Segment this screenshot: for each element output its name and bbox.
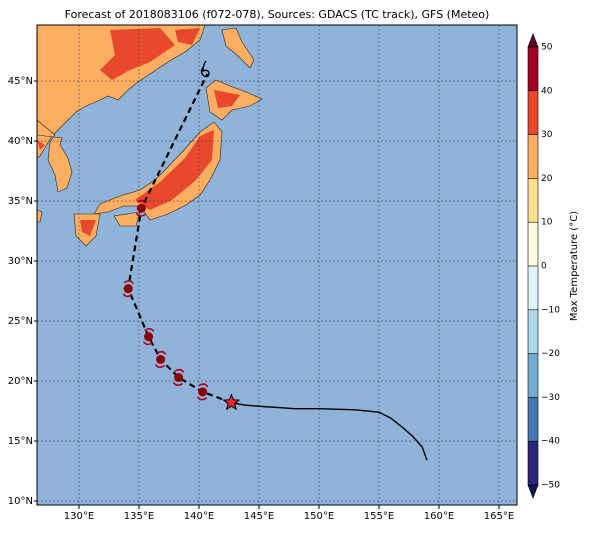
colorbar-tick-label: 30 — [541, 130, 553, 140]
y-tick-label: 40°N — [8, 136, 33, 147]
colorbar-tick-label: 20 — [541, 174, 553, 184]
colorbar-band — [528, 353, 538, 398]
y-tick-label: 20°N — [8, 376, 33, 387]
colorbar-tick-label: −10 — [541, 305, 560, 315]
colorbar-tick-label: 40 — [541, 86, 553, 96]
colorbar-tick-label: 10 — [541, 218, 553, 228]
x-tick-label: 150°E — [304, 511, 334, 522]
storm-core — [198, 387, 208, 397]
colorbar-tick-label: −30 — [541, 393, 560, 403]
colorbar-tick-label: −20 — [541, 349, 560, 359]
storm-marker — [135, 199, 148, 217]
colorbar-extend — [527, 33, 539, 48]
y-tick-label: 30°N — [8, 256, 33, 267]
colorbar-band — [528, 397, 538, 442]
chart-title: Forecast of 2018083106 (f072-078), Sourc… — [65, 8, 490, 21]
storm-core — [144, 332, 154, 342]
colorbar-label: Max Temperature (°C) — [569, 211, 580, 321]
colorbar-band — [528, 222, 538, 266]
storm-symbol — [200, 60, 210, 78]
storm-arms — [154, 350, 167, 368]
colorbar-band — [528, 134, 538, 179]
y-tick-label: 15°N — [8, 436, 33, 447]
storm-core — [156, 354, 166, 364]
storm-core — [174, 372, 184, 382]
storm-marker — [122, 280, 134, 298]
storm-arms — [172, 368, 185, 386]
storm-arms — [135, 199, 148, 217]
colorbar-band — [528, 309, 538, 354]
x-tick-label: 130°E — [64, 511, 94, 522]
storm-marker — [196, 383, 209, 401]
colorbar-band — [528, 90, 538, 135]
storm-arms — [142, 328, 155, 346]
track-forecast — [127, 73, 232, 404]
y-tick-label: 45°N — [8, 76, 33, 87]
colorbar-extend — [527, 484, 539, 499]
colorbar-band — [528, 441, 538, 485]
x-tick-label: 155°E — [364, 511, 394, 522]
colorbar-band — [528, 47, 538, 91]
ocean — [37, 25, 517, 505]
track-observed — [231, 401, 428, 461]
colorbar-tick-label: 50 — [541, 43, 553, 53]
plot-frame — [36, 24, 518, 506]
x-tick-label: 140°E — [184, 511, 214, 522]
storm-arms — [122, 280, 134, 298]
storm-arms — [196, 383, 209, 401]
storm-core — [136, 203, 146, 213]
colorbar-tick-label: 0 — [541, 262, 547, 272]
colorbar-band — [528, 178, 538, 223]
storm-marker — [154, 350, 167, 368]
x-tick-label: 165°E — [484, 511, 514, 522]
storm-marker — [142, 328, 155, 346]
y-tick-label: 25°N — [8, 316, 33, 327]
x-tick-label: 145°E — [244, 511, 274, 522]
colorbar-tick-label: −40 — [541, 437, 560, 447]
colorbar-band — [528, 266, 538, 310]
storm-marker — [172, 368, 185, 386]
x-tick-label: 160°E — [424, 511, 454, 522]
storm-core — [123, 284, 133, 294]
colorbar-tick-label: −50 — [541, 481, 560, 491]
y-tick-label: 35°N — [8, 196, 33, 207]
x-tick-label: 135°E — [124, 511, 154, 522]
storm-position — [222, 393, 241, 411]
y-tick-label: 10°N — [8, 496, 33, 507]
